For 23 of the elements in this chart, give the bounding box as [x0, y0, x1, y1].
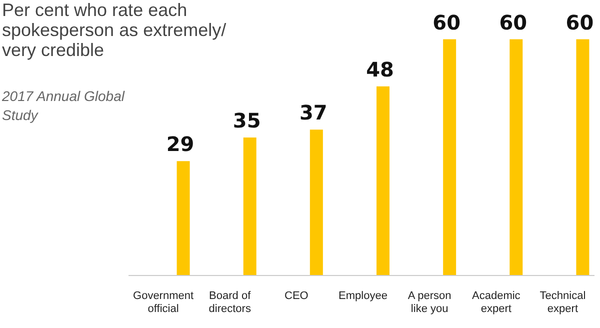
x-tick-label: Academic expert	[472, 290, 521, 315]
data-label: 60	[566, 10, 594, 34]
x-tick-label: A person like you	[408, 290, 452, 315]
x-tick-label: Board of directors	[208, 290, 252, 315]
bar	[576, 39, 590, 275]
data-label: 60	[432, 10, 460, 34]
bar	[376, 86, 390, 275]
text: 2017 Annual Global Study	[1, 88, 126, 123]
data-label: 35	[232, 108, 261, 132]
bar	[310, 130, 323, 275]
data-label: 48	[366, 57, 394, 82]
text: Per cent who rate each spokesperson as extremely/ very credible	[2, 0, 226, 60]
bar	[243, 138, 256, 275]
bar	[510, 39, 523, 275]
x-tick-label: Employee	[338, 290, 388, 302]
data-label: 37	[300, 100, 328, 125]
x-tick-label: CEO	[284, 290, 309, 302]
bar	[443, 39, 456, 275]
x-tick-label: Government official	[133, 290, 194, 315]
bar	[176, 161, 190, 275]
data-label: 29	[166, 132, 194, 156]
x-tick-label: Technical expert	[540, 290, 586, 315]
data-label: 60	[499, 10, 528, 34]
